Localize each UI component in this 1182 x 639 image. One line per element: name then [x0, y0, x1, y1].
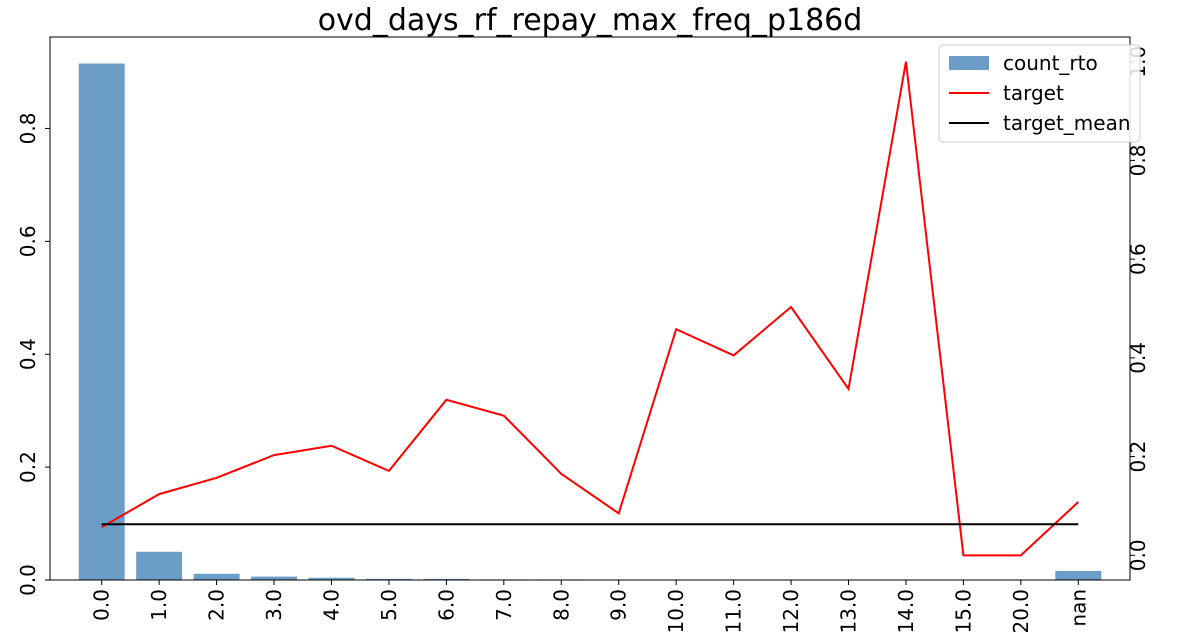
y-left-tick-label: 0.4 [16, 338, 40, 370]
x-tick-label: 4.0 [319, 589, 343, 621]
y-right-tick-label: 0.4 [1126, 342, 1150, 374]
y-left-tick-label: 0.6 [16, 225, 40, 257]
x-tick-label: 0.0 [90, 589, 114, 621]
bar [78, 63, 125, 580]
x-tick-label: 9.0 [607, 589, 631, 621]
x-tick-label: 6.0 [434, 589, 458, 621]
x-tick-label: 8.0 [549, 589, 573, 621]
y-right-tick-label: 0.2 [1126, 441, 1150, 473]
bar [251, 576, 298, 580]
legend-swatch [949, 56, 989, 70]
y-right-tick-label: 0.8 [1126, 145, 1150, 177]
bar [365, 578, 412, 580]
line-series [101, 61, 1079, 557]
axes: 0.0 1.0 2.0 3.0 4.0 5.0 6.0 7.0 8.0 9.0 10.0 11.0 12… [16, 46, 1150, 634]
bar [136, 551, 183, 580]
plot-frame [49, 36, 1131, 581]
bar [423, 578, 470, 580]
x-tick-label: 12.0 [779, 589, 803, 634]
x-tick-label: 11.0 [722, 589, 746, 634]
legend-label: target [1003, 81, 1064, 105]
y-left-tick-label: 0.8 [16, 113, 40, 145]
x-tick-label: 14.0 [894, 589, 918, 634]
bar [1055, 570, 1102, 580]
x-tick-label: 1.0 [147, 589, 171, 621]
y-left-tick-label: 0.0 [16, 564, 40, 596]
x-tick-label: 7.0 [492, 589, 516, 621]
x-tick-label: nan [1066, 589, 1090, 627]
x-tick-label: 3.0 [262, 589, 286, 621]
x-tick-label: 20.0 [1009, 589, 1033, 634]
y-right-tick-label: 0.0 [1126, 539, 1150, 571]
x-tick-label: 13.0 [837, 589, 861, 634]
bar [308, 577, 355, 580]
x-tick-label: 15.0 [951, 589, 975, 634]
bar [193, 573, 240, 580]
x-tick-label: 2.0 [205, 589, 229, 621]
legend-label: count_rto [1003, 51, 1098, 75]
y-right-tick-label: 0.6 [1126, 243, 1150, 275]
series-line-target [101, 61, 1079, 557]
legend-label: target_mean [1003, 111, 1131, 135]
legend-box [938, 44, 1141, 143]
bar-series [78, 63, 1102, 580]
x-tick-label: 5.0 [377, 589, 401, 621]
x-tick-label: 10.0 [664, 589, 688, 634]
chart-title: ovd_days_rf_repay_max_freq_p186d [318, 3, 863, 38]
y-left-tick-label: 0.2 [16, 451, 40, 483]
